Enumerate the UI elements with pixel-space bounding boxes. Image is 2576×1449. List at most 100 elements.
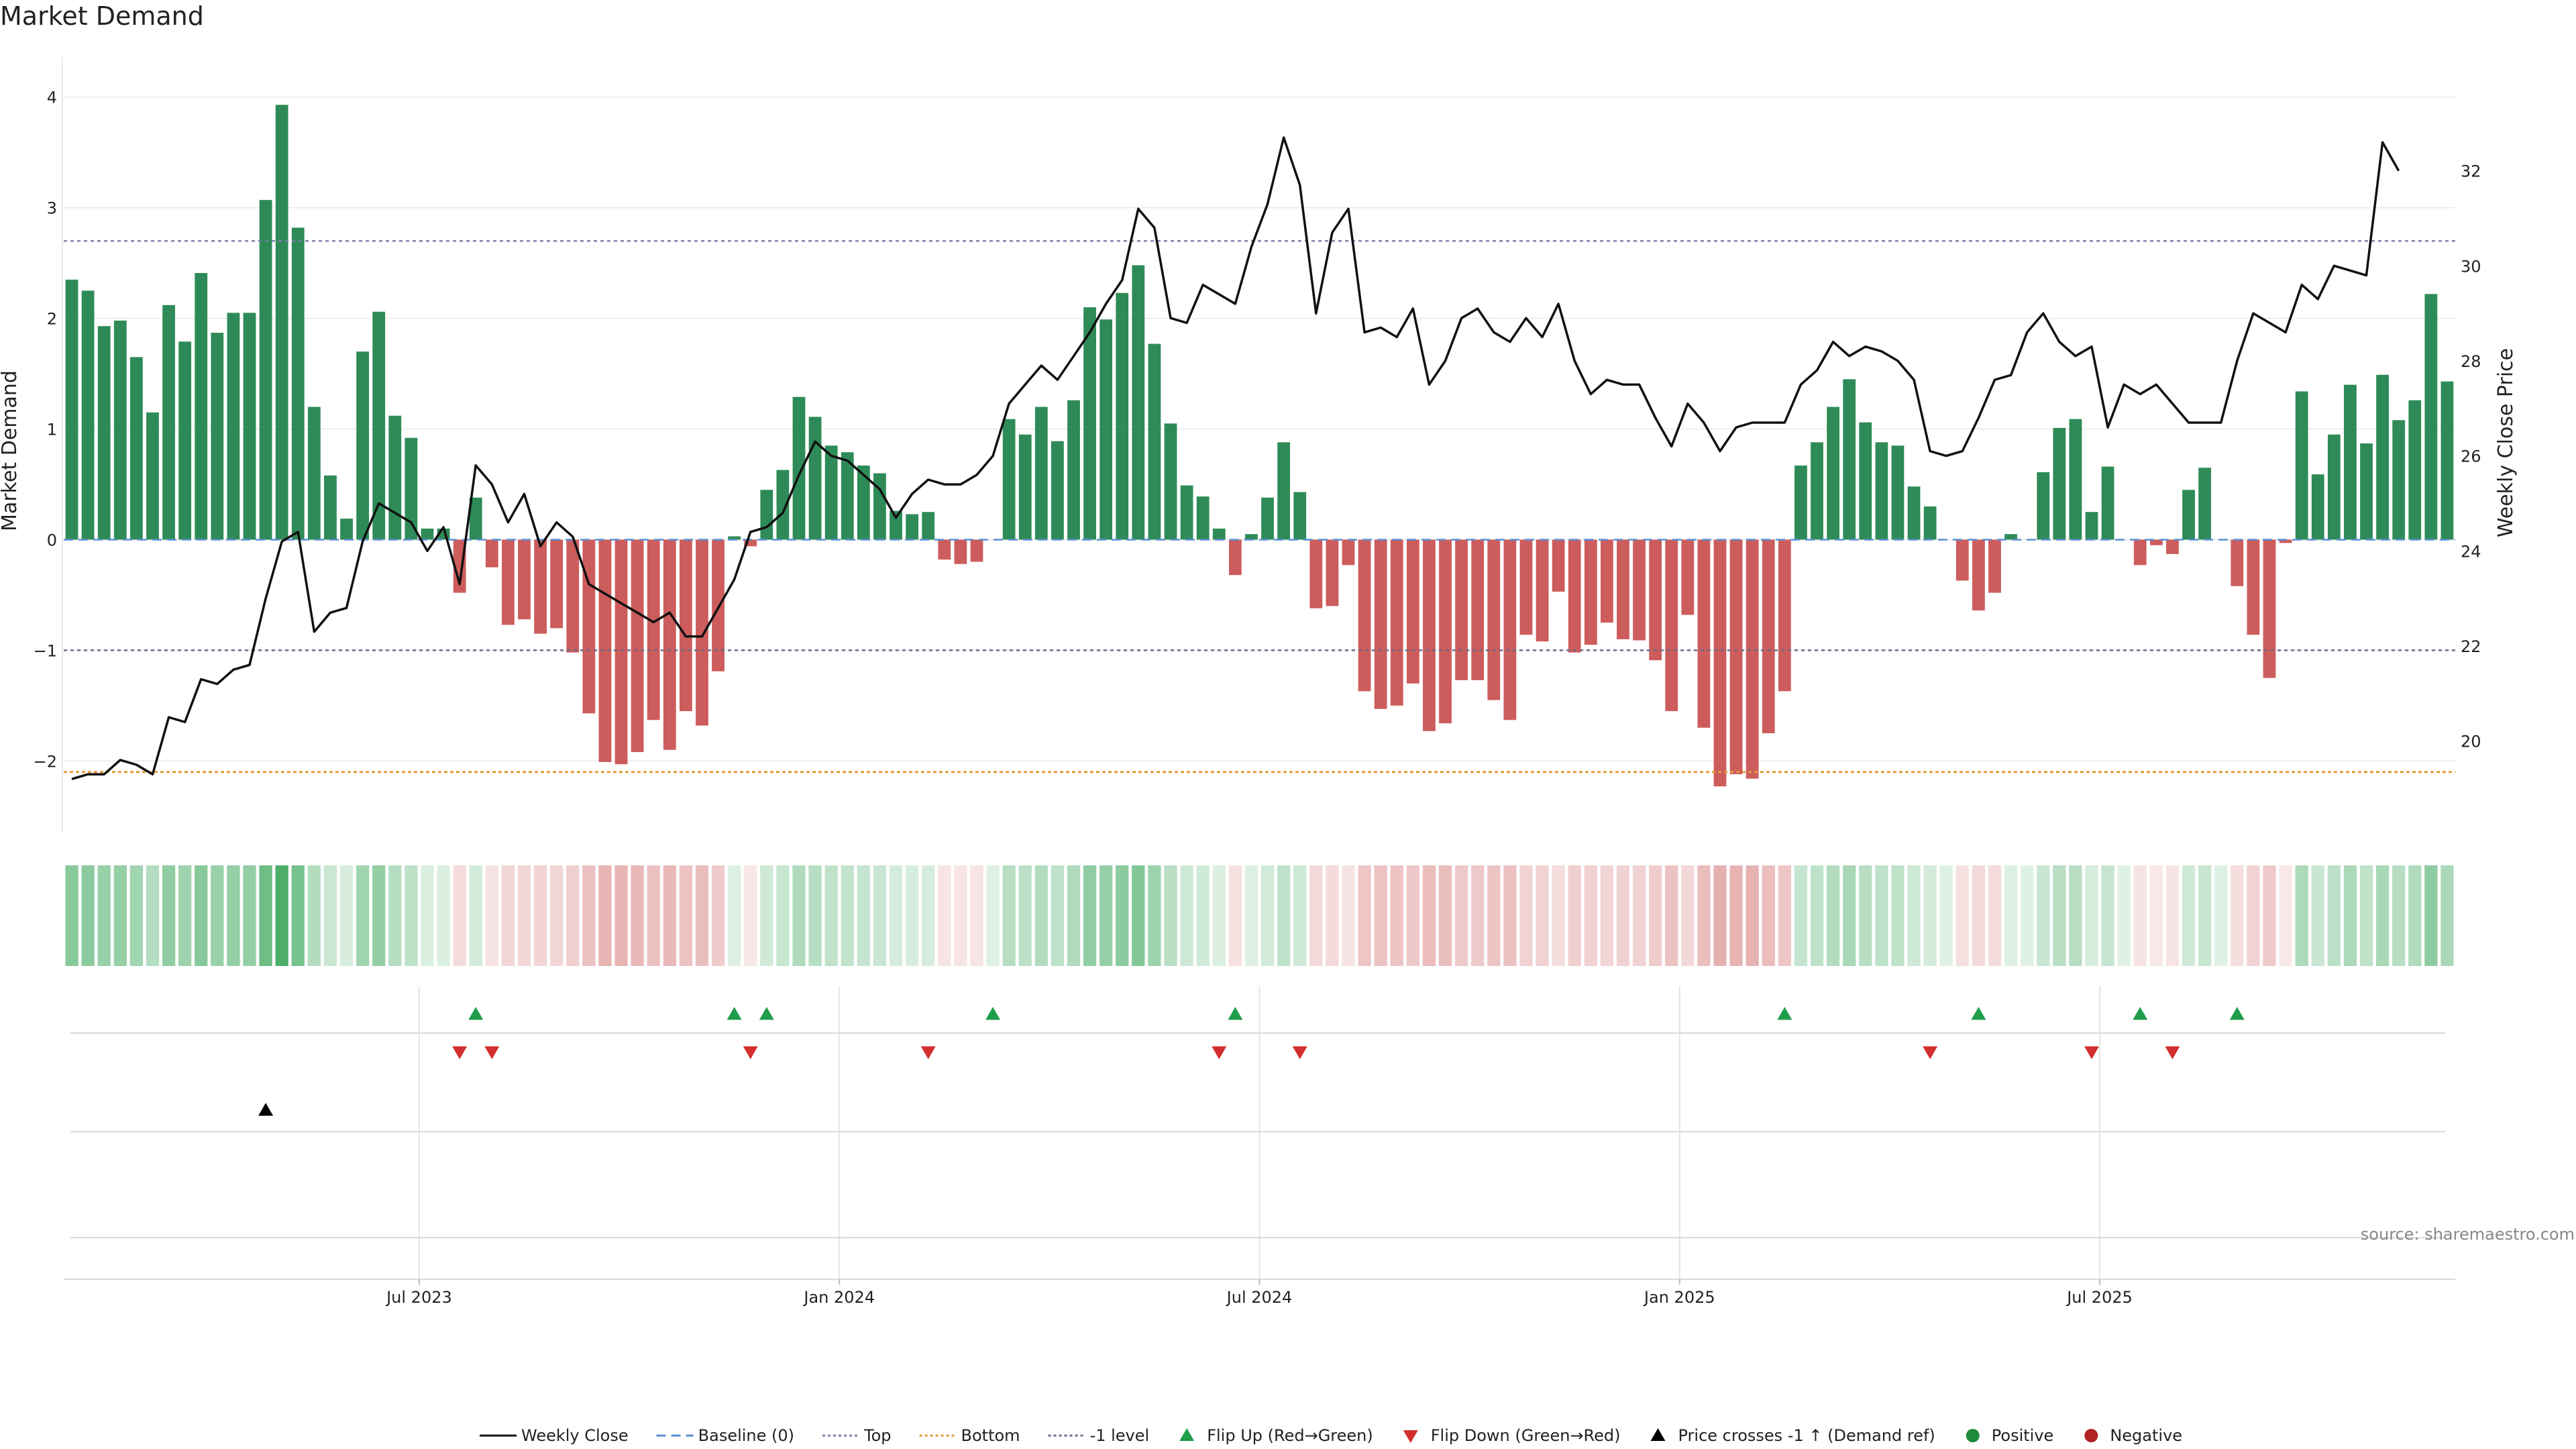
flip-down-marker <box>452 1046 468 1059</box>
demand-heat-cell <box>485 865 498 966</box>
demand-bar-positive <box>1018 434 1032 540</box>
y-tick-label: 0 <box>47 531 57 549</box>
demand-heat-cell <box>356 865 370 966</box>
demand-heat-cell <box>1891 865 1904 966</box>
demand-bar-positive <box>81 290 95 540</box>
demand-bar-positive <box>1051 441 1064 540</box>
legend-item: Flip Down (Green→Red) <box>1403 1426 1621 1445</box>
demand-bar-positive <box>1277 442 1291 540</box>
demand-bar-negative <box>1503 539 1517 720</box>
demand-heat-cell <box>2198 865 2212 966</box>
demand-bar-negative <box>1617 539 1629 639</box>
demand-bar-negative <box>1972 539 1985 610</box>
y2-tick-label: 32 <box>2461 162 2481 181</box>
demand-bar-negative <box>485 539 498 568</box>
demand-heat-cell <box>889 865 903 966</box>
demand-heat-cell <box>517 865 531 966</box>
demand-heat-cell <box>970 865 983 966</box>
demand-heat-cell <box>1454 865 1468 966</box>
demand-bar-negative <box>1536 539 1549 642</box>
demand-bar-positive <box>113 320 127 540</box>
legend-item: Negative <box>2084 1426 2182 1445</box>
demand-bar-positive <box>2004 534 2017 540</box>
demand-heat-cell <box>711 865 725 966</box>
demand-heat-cell <box>1148 865 1161 966</box>
demand-heat-cell <box>1519 865 1533 966</box>
y-tick-label: 1 <box>47 421 57 439</box>
demand-heat-cell <box>1955 865 1969 966</box>
demand-bar-negative <box>1729 539 1743 775</box>
demand-bar-positive <box>275 105 288 540</box>
demand-heat-cell <box>2343 865 2357 966</box>
legend-label: Price crosses -1 ↑ (Demand ref) <box>1678 1426 1935 1445</box>
demand-heat-cell <box>1212 865 1226 966</box>
legend-item: Price crosses -1 ↑ (Demand ref) <box>1650 1426 1935 1445</box>
demand-heat-cell <box>405 865 418 966</box>
demand-heat-cell <box>1536 865 1549 966</box>
demand-heat-cell <box>146 865 160 966</box>
demand-heat-cell <box>339 865 354 966</box>
demand-heat-cell <box>986 865 1000 966</box>
y-tick-label: −1 <box>34 641 57 660</box>
demand-bar-negative <box>1665 539 1678 712</box>
demand-heat-cell <box>421 865 434 966</box>
demand-heat-cell <box>1406 865 1419 966</box>
demand-heat-cell <box>873 865 887 966</box>
demand-heat-cell <box>1552 865 1565 966</box>
demand-bar-negative <box>647 539 660 720</box>
demand-heat-cell <box>2133 865 2147 966</box>
demand-bar-negative <box>696 539 708 726</box>
flip-up-marker <box>1777 1007 1792 1020</box>
demand-heat-cell <box>1843 865 1856 966</box>
demand-heat-cell <box>679 865 693 966</box>
demand-bar-positive <box>1794 465 1807 540</box>
demand-heat-cell <box>178 865 192 966</box>
demand-heat-cell <box>65 865 78 966</box>
y2-axis-title: Weekly Close Price <box>2494 348 2518 537</box>
demand-bar-negative <box>518 539 531 620</box>
demand-heat-cell <box>2408 865 2422 966</box>
demand-bar-positive <box>2069 419 2082 540</box>
y2-tick-label: 20 <box>2461 733 2481 751</box>
demand-bar-negative <box>1955 539 1969 581</box>
source-note: source: sharemaestro.com <box>2361 1225 2575 1244</box>
demand-bar-positive <box>1212 528 1226 540</box>
demand-bar-positive <box>728 536 741 540</box>
demand-heat-cell <box>566 865 580 966</box>
demand-heat-cell <box>1665 865 1678 966</box>
demand-bar-positive <box>1180 485 1193 540</box>
y2-tick-label: 24 <box>2461 542 2481 561</box>
demand-bar-positive <box>1002 419 1016 540</box>
legend-item: Bottom <box>919 1426 1020 1445</box>
demand-bar-positive <box>469 497 482 540</box>
flip-down-marker <box>484 1046 500 1059</box>
demand-heat-cell <box>1260 865 1275 966</box>
demand-bar-positive <box>259 200 272 540</box>
demand-heat-cell <box>1729 865 1743 966</box>
demand-heat-cell <box>2037 865 2050 966</box>
demand-heat-cell <box>1196 865 1210 966</box>
demand-bar-positive <box>2360 443 2373 540</box>
demand-bar-positive <box>178 341 192 540</box>
demand-heat-cell <box>1794 865 1808 966</box>
demand-heat-cell <box>2392 865 2406 966</box>
demand-heat-cell <box>954 865 967 966</box>
demand-heat-cell <box>1422 865 1436 966</box>
demand-heat-cell <box>533 865 547 966</box>
demand-bar-positive <box>2344 384 2357 540</box>
demand-heat-cell <box>1907 865 1921 966</box>
demand-heat-cell <box>2231 865 2244 966</box>
demand-bar-positive <box>1083 307 1096 540</box>
price-cross-marker <box>258 1103 274 1116</box>
y2-tick-label: 26 <box>2461 447 2481 466</box>
demand-bar-positive <box>1859 422 1872 540</box>
demand-heat-cell <box>129 865 144 966</box>
demand-bar-negative <box>2133 539 2147 566</box>
flip-up-marker <box>2229 1007 2245 1020</box>
demand-heat-cell <box>695 865 709 966</box>
demand-bar-negative <box>970 539 983 562</box>
flip-up-marker <box>1228 1007 1243 1020</box>
legend-swatch-price-cross <box>1650 1428 1666 1441</box>
demand-bar-negative <box>1697 539 1711 728</box>
demand-heat-cell <box>162 865 176 966</box>
